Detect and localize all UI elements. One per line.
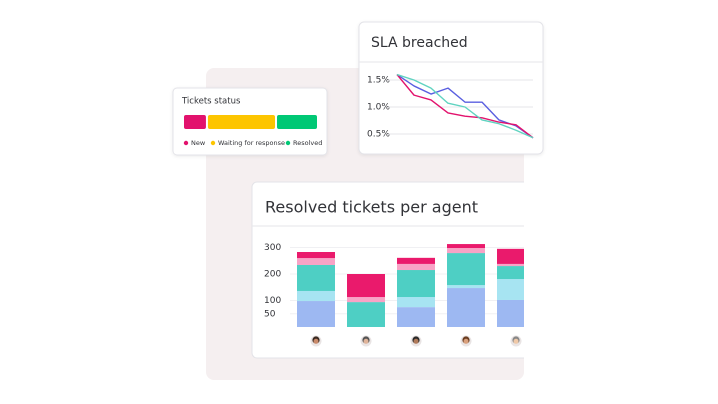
y-tick-label: 1.0%: [367, 103, 390, 113]
bar-segment: [447, 253, 485, 286]
legend-dot: [183, 140, 189, 146]
bar-segment: [447, 248, 485, 254]
legend-label: Resolved: [293, 139, 322, 147]
line-series: [396, 73, 534, 139]
bar-segment: [297, 258, 335, 265]
card-title: Tickets status: [181, 97, 241, 107]
sla-card: SLA breached 1.5% 1.0% 0.5%: [358, 21, 544, 155]
agent-face: [413, 338, 419, 344]
resolved-card: Resolved tickets per agent 300 200 100 50: [251, 181, 524, 359]
bar-segment: [447, 244, 485, 249]
bar-segment: [347, 297, 385, 303]
y-tick-label: 50: [264, 309, 276, 319]
bar-segment: [497, 266, 524, 280]
bar-segment: [397, 263, 435, 271]
tickets-status-card: Tickets status New Waiting for response Re…: [172, 87, 328, 156]
status-segment: [207, 115, 276, 129]
bar-segment: [497, 299, 524, 327]
legend-label: New: [191, 139, 206, 147]
bar-segment: [297, 301, 335, 327]
y-tick-label: 0.5%: [367, 130, 390, 140]
bar-segment: [397, 307, 435, 327]
status-segment: [184, 115, 206, 129]
bar-segment: [297, 252, 335, 259]
bar-segment: [397, 297, 435, 308]
line-series: [396, 74, 534, 139]
bar-segment: [447, 288, 485, 327]
agent-face: [463, 338, 469, 344]
legend-dot: [210, 140, 216, 146]
legend-dot: [285, 140, 291, 146]
y-tick-label: 300: [264, 243, 281, 253]
bar-segment: [297, 264, 335, 291]
y-tick-label: 200: [264, 270, 281, 280]
card-title: Resolved tickets per agent: [265, 198, 478, 217]
bar-segment: [397, 270, 435, 298]
bar-segment: [347, 302, 385, 327]
bar-segment: [347, 274, 385, 298]
bar-segment: [447, 285, 485, 289]
bar-segment: [497, 263, 524, 267]
agent-face: [313, 338, 319, 344]
bar-segment: [397, 257, 435, 264]
bar-segment: [497, 248, 524, 264]
agent-face: [513, 338, 519, 344]
status-segment: [277, 115, 317, 129]
card-title: SLA breached: [371, 35, 468, 51]
y-tick-label: 1.5%: [367, 76, 390, 86]
y-tick-label: 100: [264, 296, 281, 306]
bar-segment: [497, 279, 524, 300]
bar-segment: [297, 290, 335, 302]
agent-face: [363, 338, 369, 344]
legend-label: Waiting for response: [218, 139, 285, 147]
